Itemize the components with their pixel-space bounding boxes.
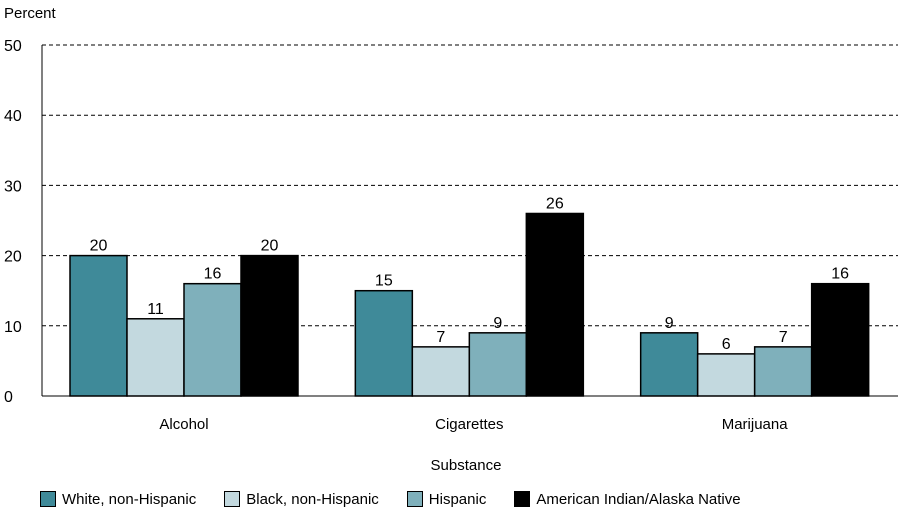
legend-swatch bbox=[514, 491, 531, 507]
data-labels: 20 11 16 20 15 7 9 26 9 6 7 16 bbox=[90, 195, 850, 352]
data-label: 16 bbox=[204, 266, 222, 283]
bar bbox=[639, 332, 699, 397]
legend-swatch bbox=[40, 491, 56, 507]
legend-label: American Indian/Alaska Native bbox=[536, 490, 741, 508]
bar bbox=[810, 282, 870, 397]
data-label: 7 bbox=[436, 329, 445, 346]
data-label: 7 bbox=[779, 329, 788, 346]
legend-swatch bbox=[406, 491, 423, 507]
y-tick-label: 30 bbox=[4, 178, 22, 195]
legend-label: White, non-Hispanic bbox=[62, 490, 197, 508]
legend-item-hispanic: Hispanic bbox=[406, 490, 487, 508]
y-tick-label: 20 bbox=[4, 249, 22, 266]
bar bbox=[69, 254, 128, 397]
x-tick-label: Marijuana bbox=[722, 416, 789, 433]
data-label: 20 bbox=[261, 238, 279, 255]
bar bbox=[354, 289, 414, 397]
bar bbox=[468, 332, 528, 397]
x-tick-label: Cigarettes bbox=[435, 416, 503, 433]
bar bbox=[183, 282, 242, 397]
bar bbox=[525, 212, 585, 397]
bar bbox=[126, 318, 185, 397]
bar bbox=[411, 346, 471, 397]
legend: White, non-Hispanic Black, non-Hispanic … bbox=[40, 489, 741, 509]
bar bbox=[696, 353, 756, 397]
y-axis-label: Percent bbox=[4, 5, 57, 22]
data-label: 20 bbox=[90, 238, 108, 255]
legend-item-american-indian: American Indian/Alaska Native bbox=[514, 490, 741, 508]
x-tick-label: Alcohol bbox=[159, 416, 208, 433]
data-label: 9 bbox=[493, 315, 502, 332]
y-tick-label: 40 bbox=[4, 108, 22, 125]
data-label: 15 bbox=[375, 273, 393, 290]
data-label: 6 bbox=[722, 336, 731, 353]
x-axis-label: Substance bbox=[431, 457, 502, 474]
y-axis-ticks: 0 10 20 30 40 50 bbox=[4, 38, 22, 406]
legend-swatch bbox=[224, 491, 241, 507]
legend-label: Hispanic bbox=[428, 490, 487, 508]
y-tick-label: 0 bbox=[4, 389, 13, 406]
legend-item-black: Black, non-Hispanic bbox=[224, 491, 379, 508]
data-label: 11 bbox=[147, 301, 164, 318]
data-label: 26 bbox=[546, 195, 564, 212]
bars bbox=[69, 212, 870, 397]
legend-item-white: White, non-Hispanic bbox=[40, 491, 196, 508]
legend-label: Black, non-Hispanic bbox=[246, 490, 379, 508]
y-tick-label: 10 bbox=[4, 319, 22, 336]
gridlines bbox=[42, 44, 898, 327]
bar bbox=[240, 254, 299, 397]
bar bbox=[753, 346, 813, 397]
x-axis-categories: Alcohol Cigarettes Marijuana bbox=[159, 416, 788, 433]
y-tick-label: 50 bbox=[4, 38, 22, 55]
data-label: 9 bbox=[665, 315, 674, 332]
data-label: 16 bbox=[831, 266, 849, 283]
